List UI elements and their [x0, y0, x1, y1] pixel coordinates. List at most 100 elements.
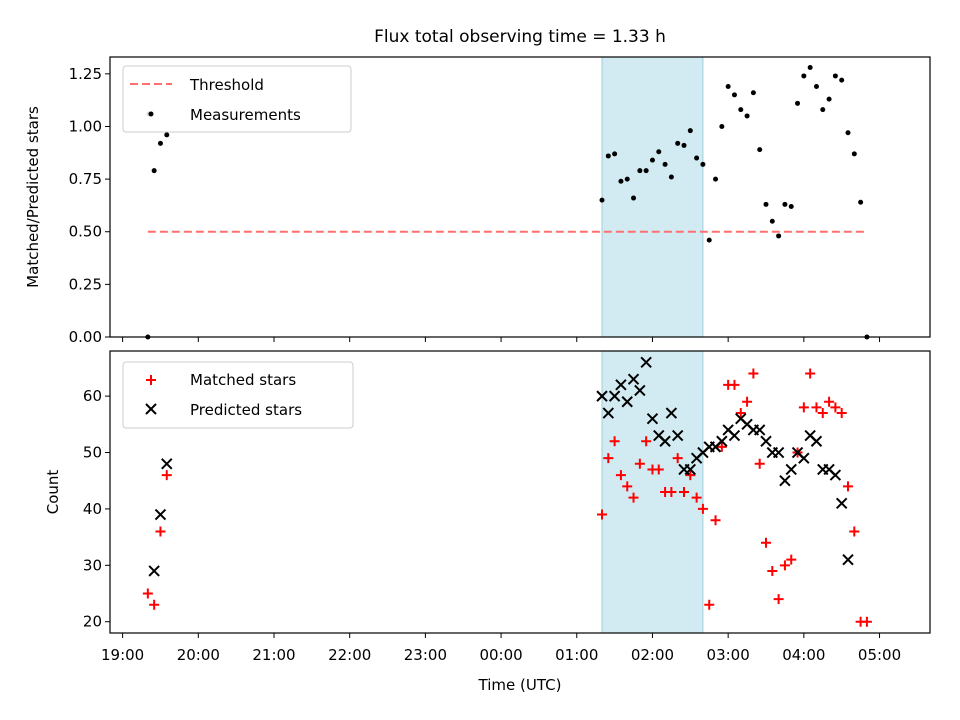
predicted-star-point — [785, 463, 797, 476]
matched-star-point — [830, 402, 841, 413]
measurement-point — [738, 107, 744, 113]
measurement-point — [788, 203, 794, 209]
predicted-star-point — [646, 412, 659, 425]
measurement-point — [599, 197, 605, 203]
measurement-point — [858, 199, 864, 205]
matched-star-point — [716, 441, 727, 452]
measurement-point — [757, 147, 763, 153]
predicted-star-point — [627, 373, 640, 385]
matched-star-point — [609, 436, 620, 447]
matched-star-point — [628, 492, 639, 503]
matched-star-point — [149, 599, 160, 610]
measurement-point — [694, 155, 700, 161]
matched-star-point — [653, 464, 664, 475]
matched-star-point — [767, 565, 778, 576]
measurement-point — [776, 233, 782, 239]
matched-star-point — [748, 368, 759, 379]
measurement-point — [157, 140, 163, 146]
bottom-axes-frame — [109, 350, 931, 634]
x-tick-label: 00:00 — [479, 646, 522, 664]
measurement-point — [832, 73, 838, 79]
x-tick-label: 23:00 — [404, 646, 447, 664]
measurement-point — [662, 161, 668, 167]
predicted-star-point — [779, 475, 791, 487]
measurement-point — [807, 65, 813, 71]
legend-threshold-label: Threshold — [189, 76, 264, 94]
matched-star-point — [704, 599, 715, 610]
matched-star-point — [742, 396, 753, 407]
top-y-tick-label: 1.25 — [69, 65, 102, 83]
top-y-tick-label: 0.75 — [69, 170, 102, 188]
measurement-point — [851, 151, 857, 157]
bottom-y-tick-label: 30 — [83, 556, 102, 574]
legend-matched-label: Matched stars — [190, 371, 296, 389]
measurement-point — [782, 201, 788, 207]
measurement-point — [675, 140, 681, 146]
measurement-point — [668, 174, 674, 180]
measurement-point — [750, 90, 756, 96]
matched-star-point — [634, 458, 645, 469]
matched-star-point — [155, 526, 166, 537]
legend-predicted-marker — [145, 403, 157, 415]
matched-star-point — [161, 470, 172, 481]
measurement-point — [624, 176, 630, 182]
predicted-star-point — [640, 356, 652, 368]
predicted-star-point — [835, 497, 848, 509]
matched-star-point — [817, 408, 828, 419]
measurement-point — [706, 237, 712, 243]
predicted-star-point — [684, 463, 697, 476]
matched-star-point — [615, 470, 626, 481]
predicted-star-point — [154, 508, 167, 521]
measurement-point — [656, 149, 662, 155]
measurement-point — [719, 123, 725, 129]
predicted-star-point — [148, 565, 160, 577]
predicted-star-point — [615, 379, 627, 391]
top-y-tick-label: 0.25 — [69, 275, 102, 293]
predicted-star-point — [772, 446, 785, 459]
predicted-star-point — [634, 384, 646, 397]
top-shaded-region — [601, 56, 704, 338]
x-tick-label: 21:00 — [252, 646, 295, 664]
x-tick-label: 02:00 — [631, 646, 674, 664]
matched-star-point — [811, 402, 822, 413]
predicted-star-point — [829, 469, 842, 481]
top-y-axis-label: Matched/Predicted stars — [24, 106, 42, 288]
measurement-point — [725, 83, 731, 89]
measurement-point — [637, 168, 643, 174]
top-legend-box — [122, 65, 352, 133]
x-axis-label: Time (UTC) — [478, 676, 562, 694]
measurement-point — [631, 195, 637, 201]
matched-star-point — [773, 594, 784, 605]
legend-measurements-marker — [148, 111, 154, 117]
measurement-point — [795, 100, 801, 106]
matched-star-point — [641, 436, 652, 447]
measurement-point — [769, 218, 775, 224]
measurement-point — [649, 157, 655, 163]
legend-matched-marker — [146, 375, 156, 385]
predicted-star-point — [810, 435, 823, 447]
matched-star-point — [779, 560, 790, 571]
measurement-point — [713, 176, 719, 182]
measurement-point — [605, 153, 611, 159]
predicted-star-point — [760, 435, 772, 447]
measurement-point — [763, 201, 769, 207]
measurement-point — [164, 132, 170, 138]
matched-star-point — [786, 554, 797, 565]
matched-star-point — [798, 402, 809, 413]
x-tick-label: 03:00 — [707, 646, 750, 664]
measurement-point — [612, 151, 618, 157]
measurement-point — [681, 142, 687, 148]
top-axes-frame — [109, 56, 931, 338]
measurement-point — [151, 168, 157, 174]
bottom-panel: 20 30 40 50 60 19:00 20:00 21:00 22:00 23:00 00:00… — [83, 350, 931, 664]
predicted-star-point — [608, 390, 621, 402]
measurement-point — [700, 161, 706, 167]
measurement-point — [826, 96, 832, 102]
predicted-star-point — [671, 429, 684, 442]
predicted-star-point — [798, 452, 810, 464]
top-y-tick-label: 0.50 — [69, 223, 102, 241]
matched-star-point — [142, 588, 153, 599]
predicted-star-point — [659, 435, 671, 447]
matched-star-point — [849, 526, 860, 537]
